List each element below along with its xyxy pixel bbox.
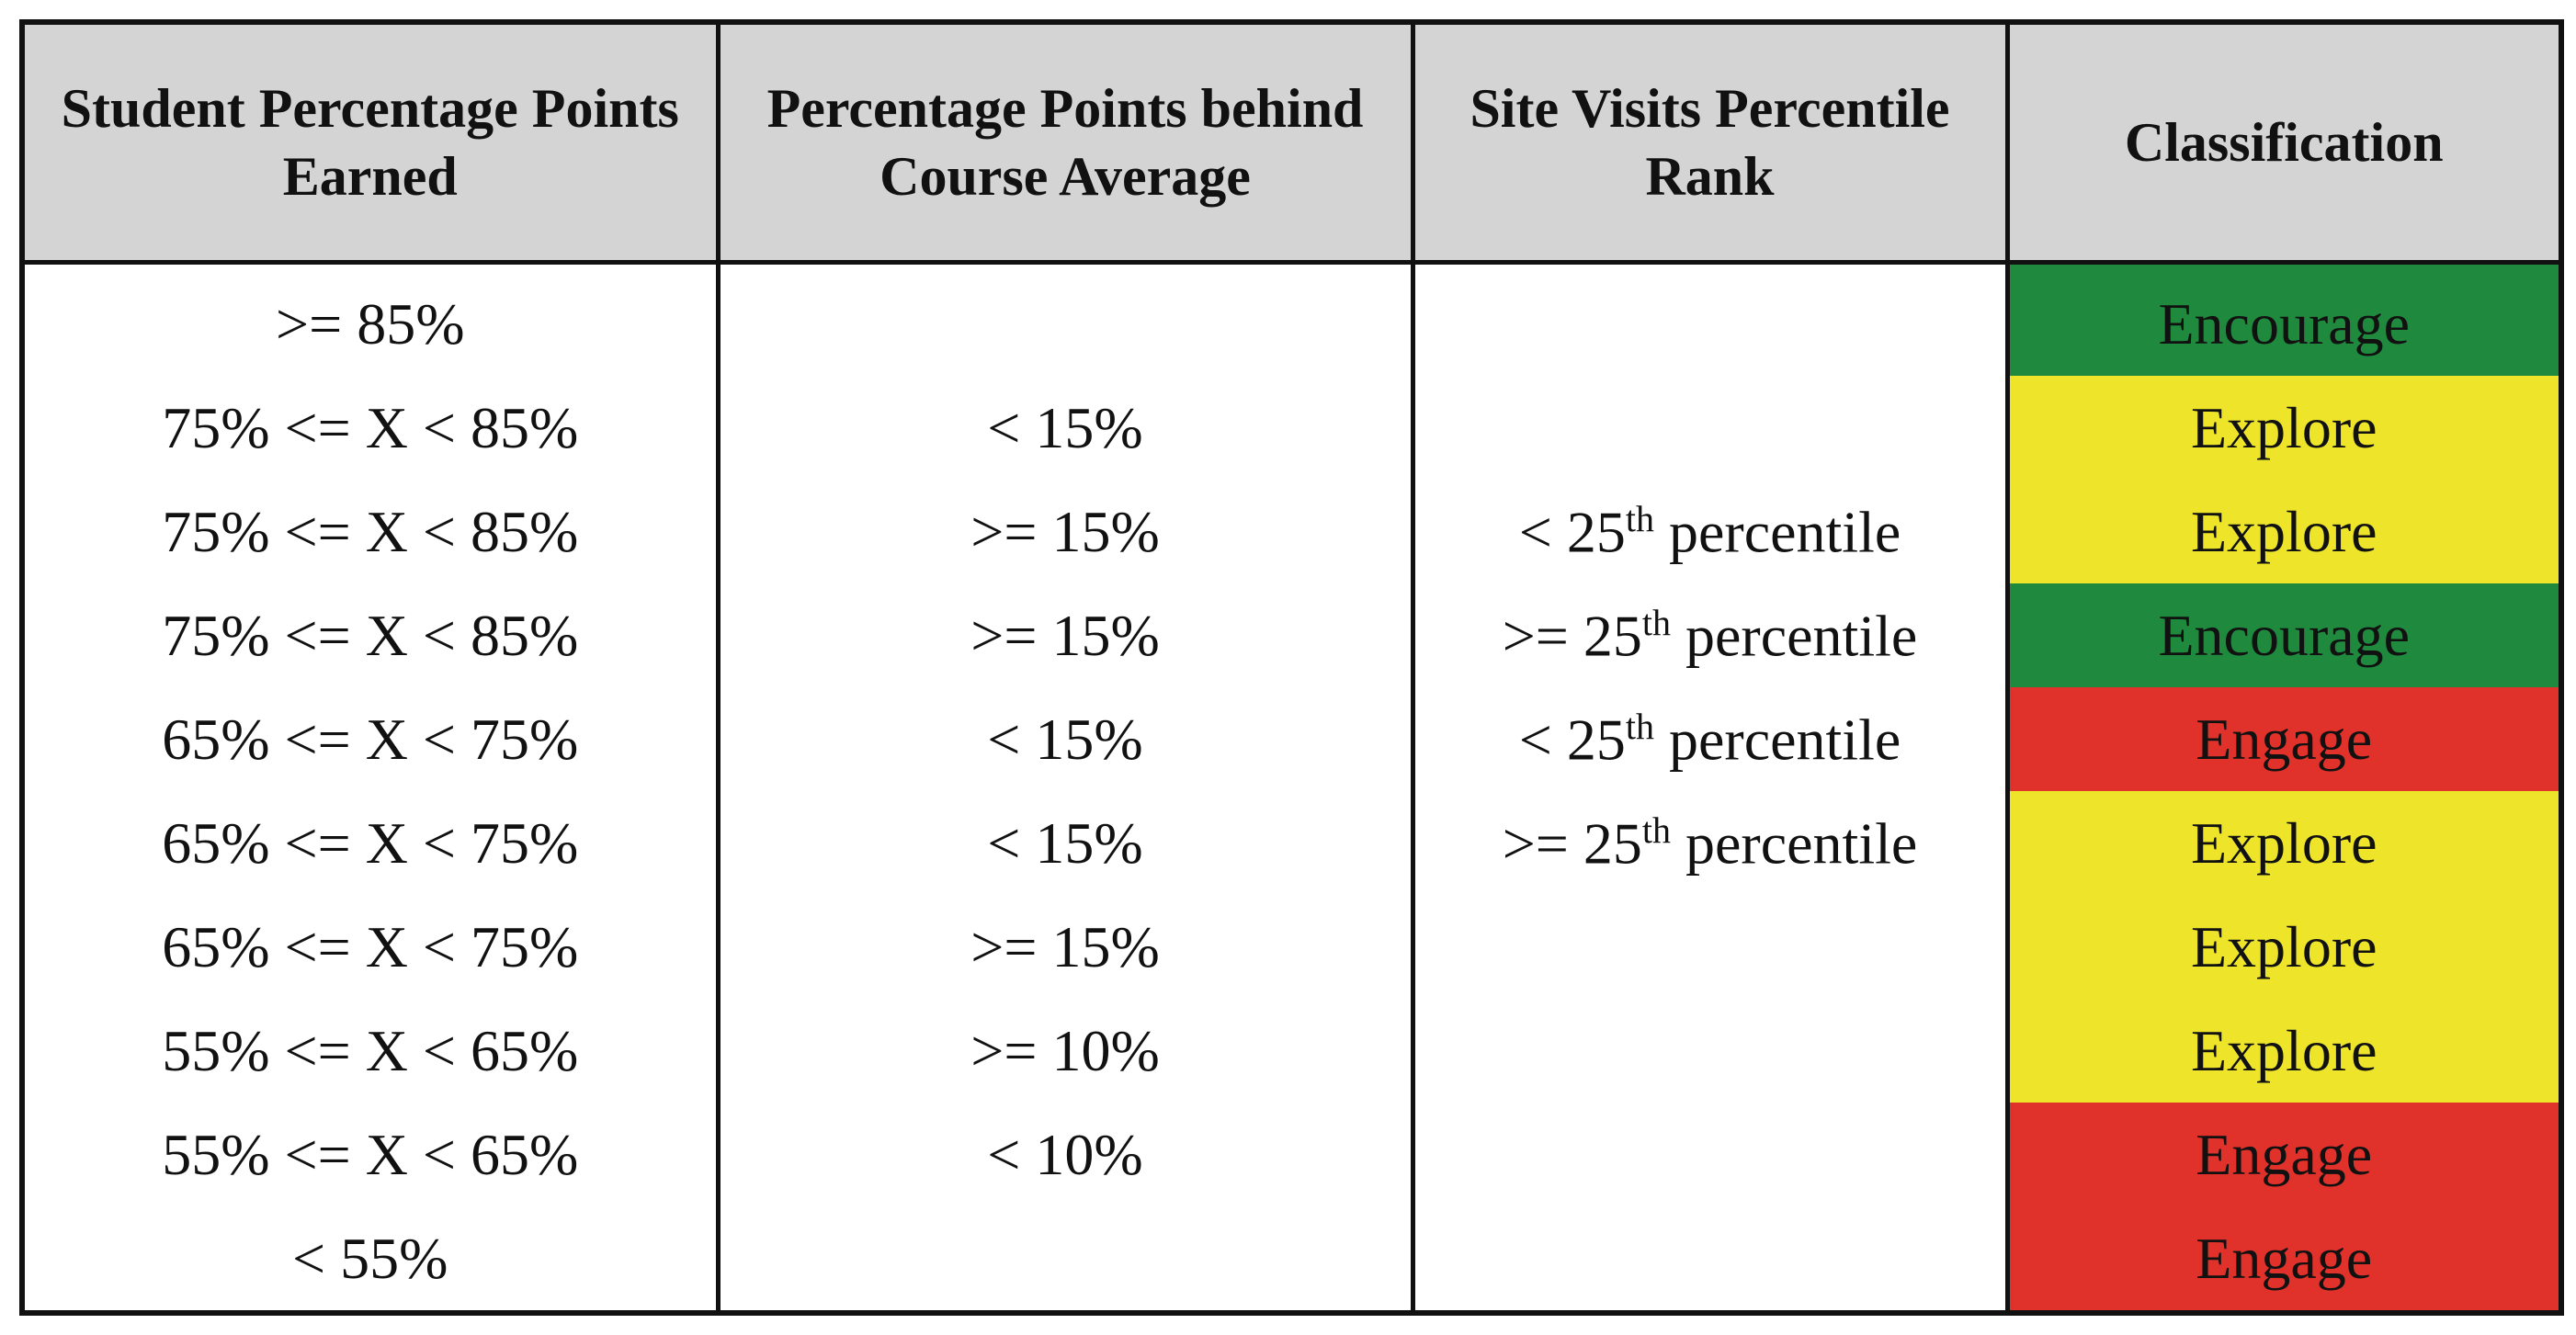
header-cell: Site Visits Percentile Rank (1410, 19, 2010, 265)
site-visits-cell (1410, 895, 2010, 999)
points-behind-cell (715, 262, 1415, 376)
classification-cell: Explore (2004, 999, 2564, 1103)
percentile-word: percentile (1671, 810, 1918, 877)
points-behind-cell: < 10% (715, 1103, 1415, 1206)
site-visits-cell (1410, 1206, 2010, 1313)
site-visits-cell (1410, 376, 2010, 480)
table-row: 65% <= X < 75% < 15% >= 25th percentile Exp… (19, 791, 2564, 895)
points-earned-cell: 65% <= X < 75% (19, 895, 721, 999)
classification-cell: Encourage (2004, 583, 2564, 687)
points-behind-cell: < 15% (715, 791, 1415, 895)
classification-cell: Explore (2004, 480, 2564, 583)
points-behind-cell (715, 1206, 1415, 1313)
points-behind-cell: < 15% (715, 376, 1415, 480)
points-behind-cell: >= 15% (715, 895, 1415, 999)
site-visits-cell: < 25th percentile (1410, 687, 2010, 791)
points-earned-cell: 75% <= X < 85% (19, 583, 721, 687)
percentile-word: percentile (1671, 603, 1918, 669)
points-behind-cell: < 15% (715, 687, 1415, 791)
classification-cell: Explore (2004, 791, 2564, 895)
site-visits-cell (1410, 999, 2010, 1103)
table-row: 55% <= X < 65% < 10% Engage (19, 1103, 2564, 1206)
classification-label: Encourage (2158, 602, 2411, 668)
classification-cell: Engage (2004, 687, 2564, 791)
table-row: 75% <= X < 85% < 15% Explore (19, 376, 2564, 480)
points-earned-cell: 65% <= X < 75% (19, 687, 721, 791)
site-visits-cell: >= 25th percentile (1410, 583, 2010, 687)
table-row: < 55% Engage (19, 1206, 2564, 1313)
ordinal-suffix: th (1641, 601, 1672, 643)
classification-cell: Engage (2004, 1103, 2564, 1206)
percentile-word: percentile (1653, 499, 1901, 565)
percentile-value: >= 25 (1502, 603, 1642, 669)
site-visits-cell: < 25th percentile (1410, 480, 2010, 583)
header-cell: Classification (2004, 19, 2564, 265)
header-cell: Percentage Points behind Course Average (715, 19, 1415, 265)
points-earned-cell: 75% <= X < 85% (19, 480, 721, 583)
classification-label: Explore (2190, 498, 2377, 564)
points-behind-cell: >= 15% (715, 583, 1415, 687)
header-cell: Student Percentage Points Earned (19, 19, 721, 265)
classification-label: Explore (2190, 809, 2377, 876)
classification-cell: Explore (2004, 895, 2564, 999)
percentile-value: < 25 (1518, 707, 1626, 773)
header-row: Student Percentage Points Earned Percenta… (19, 19, 2564, 265)
table-row: 75% <= X < 85% >= 15% >= 25th percentile En… (19, 583, 2564, 687)
classification-label: Explore (2190, 913, 2377, 979)
classification-table: Student Percentage Points Earned Percenta… (19, 19, 2564, 1316)
points-behind-cell: >= 15% (715, 480, 1415, 583)
ordinal-suffix: th (1641, 809, 1672, 851)
table-row: 55% <= X < 65% >= 10% Explore (19, 999, 2564, 1103)
percentile-word: percentile (1653, 707, 1901, 773)
table-body: >= 85% Encourage 75% <= X < 85% < 15% Explor… (19, 262, 2564, 1313)
site-visits-cell: >= 25th percentile (1410, 791, 2010, 895)
classification-label: Explore (2190, 1017, 2377, 1083)
points-behind-cell: >= 10% (715, 999, 1415, 1103)
classification-label: Engage (2196, 706, 2373, 772)
table-row: 65% <= X < 75% < 15% < 25th percentile Enga… (19, 687, 2564, 791)
classification-cell: Encourage (2004, 262, 2564, 376)
points-earned-cell: < 55% (19, 1206, 721, 1313)
ordinal-suffix: th (1625, 497, 1654, 539)
table-row: >= 85% Encourage (19, 262, 2564, 376)
table-row: 65% <= X < 75% >= 15% Explore (19, 895, 2564, 999)
classification-label: Engage (2196, 1121, 2373, 1187)
points-earned-cell: 75% <= X < 85% (19, 376, 721, 480)
site-visits-cell (1410, 262, 2010, 376)
classification-cell: Explore (2004, 376, 2564, 480)
classification-cell: Engage (2004, 1206, 2564, 1313)
classification-label: Explore (2190, 394, 2377, 460)
percentile-value: >= 25 (1502, 810, 1642, 877)
classification-label: Engage (2196, 1225, 2373, 1291)
points-earned-cell: 55% <= X < 65% (19, 999, 721, 1103)
site-visits-cell (1410, 1103, 2010, 1206)
points-earned-cell: 55% <= X < 65% (19, 1103, 721, 1206)
points-earned-cell: >= 85% (19, 262, 721, 376)
points-earned-cell: 65% <= X < 75% (19, 791, 721, 895)
table-row: 75% <= X < 85% >= 15% < 25th percentile Exp… (19, 480, 2564, 583)
classification-label: Encourage (2158, 290, 2411, 356)
percentile-value: < 25 (1518, 499, 1626, 565)
ordinal-suffix: th (1625, 705, 1654, 747)
